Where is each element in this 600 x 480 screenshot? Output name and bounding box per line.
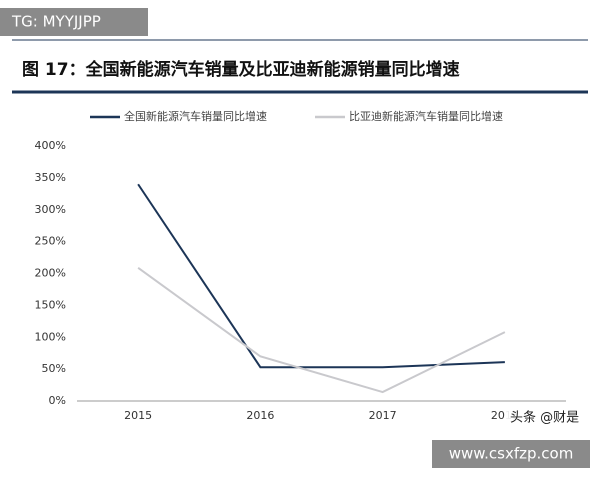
- legend-label: 全国新能源汽车销量同比增速: [124, 109, 267, 123]
- y-tick-label: 100%: [35, 330, 66, 343]
- legend-label: 比亚迪新能源汽车销量同比增速: [349, 109, 503, 123]
- y-tick-label: 0%: [49, 394, 66, 407]
- site-box: [432, 440, 590, 468]
- y-tick-label: 250%: [35, 235, 66, 248]
- x-tick-label: 2015: [124, 409, 152, 422]
- y-tick-label: 400%: [35, 139, 66, 152]
- watermark-box: [0, 8, 148, 36]
- series-line: [137, 183, 505, 369]
- x-tick-label: 2017: [369, 409, 397, 422]
- site-text: www.csxfzp.com: [449, 445, 574, 463]
- y-tick-label: 50%: [42, 362, 66, 375]
- y-tick-label: 350%: [35, 171, 66, 184]
- caption-box: [505, 406, 585, 430]
- y-tick-label: 200%: [35, 267, 66, 280]
- series-line: [137, 266, 506, 394]
- y-tick-label: 150%: [35, 298, 66, 311]
- y-tick-label: 300%: [35, 203, 66, 216]
- caption-text: 头条 @财是: [510, 410, 579, 426]
- plot: 0% 50% 100% 150% 200% 250% 300% 350% 400% 2015 201…: [35, 109, 566, 422]
- x-tick-label: 2016: [246, 409, 274, 422]
- chart-title: 图 17：全国新能源汽车销量及比亚迪新能源销量同比增速: [22, 59, 460, 80]
- watermark-text: TG: MYYJJPP: [11, 13, 101, 31]
